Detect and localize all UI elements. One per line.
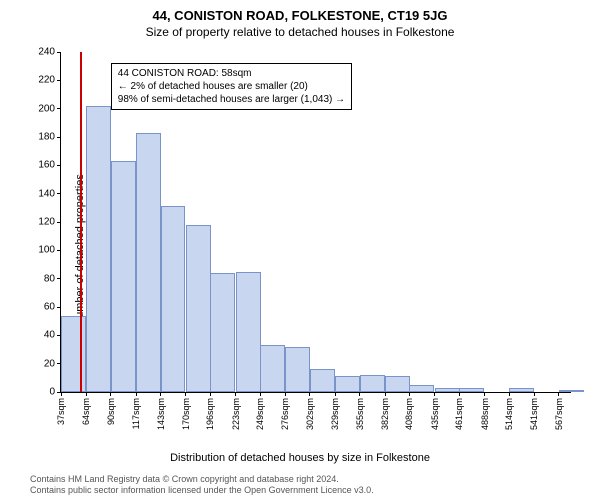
x-tick-mark — [459, 392, 460, 396]
y-tick-label: 200 — [38, 103, 55, 114]
histogram-bar — [86, 106, 111, 392]
x-tick-label: 488sqm — [480, 398, 490, 430]
x-tick-mark — [160, 392, 161, 396]
x-tick-mark — [534, 392, 535, 396]
x-tick-label: 64sqm — [81, 398, 91, 425]
y-tick-label: 80 — [44, 273, 55, 284]
histogram-bar — [136, 133, 161, 392]
x-tick-label: 567sqm — [554, 398, 564, 430]
x-tick-mark — [484, 392, 485, 396]
y-tick-label: 160 — [38, 160, 55, 171]
x-tick-label: 196sqm — [205, 398, 215, 430]
x-tick-label: 37sqm — [56, 398, 66, 425]
x-tick-mark — [136, 392, 137, 396]
page-title: 44, CONISTON ROAD, FOLKESTONE, CT19 5JG — [0, 0, 600, 23]
histogram-bar — [236, 272, 261, 392]
histogram-bar — [360, 375, 385, 392]
histogram-bar — [161, 206, 186, 392]
x-tick-label: 408sqm — [404, 398, 414, 430]
annotation-box: 44 CONISTON ROAD: 58sqm← 2% of detached … — [111, 63, 352, 110]
histogram-bar — [435, 388, 460, 392]
x-tick-mark — [210, 392, 211, 396]
x-tick-mark — [110, 392, 111, 396]
histogram-bar — [285, 347, 310, 392]
y-tick-label: 20 — [44, 358, 55, 369]
x-tick-mark — [260, 392, 261, 396]
x-tick-mark — [335, 392, 336, 396]
y-tick-mark — [57, 278, 61, 279]
x-tick-mark — [359, 392, 360, 396]
y-tick-mark — [57, 80, 61, 81]
histogram-bar — [111, 161, 136, 392]
y-tick-label: 0 — [49, 387, 55, 398]
y-tick-label: 240 — [38, 47, 55, 58]
x-tick-mark — [235, 392, 236, 396]
y-tick-mark — [57, 52, 61, 53]
x-tick-label: 143sqm — [156, 398, 166, 430]
histogram-bar — [186, 225, 211, 392]
x-tick-label: 276sqm — [280, 398, 290, 430]
y-tick-label: 60 — [44, 302, 55, 313]
histogram-plot: 02040608010012014016018020022024037sqm64… — [60, 52, 571, 393]
x-axis-label: Distribution of detached houses by size … — [0, 452, 600, 464]
x-tick-mark — [409, 392, 410, 396]
y-tick-mark — [57, 137, 61, 138]
property-marker-line — [80, 52, 82, 392]
y-tick-label: 140 — [38, 188, 55, 199]
annotation-line: 98% of semi-detached houses are larger (… — [118, 93, 345, 106]
histogram-bar — [61, 316, 86, 393]
x-tick-label: 514sqm — [504, 398, 514, 430]
y-tick-label: 180 — [38, 132, 55, 143]
histogram-bar — [310, 369, 335, 392]
x-tick-label: 249sqm — [255, 398, 265, 430]
x-tick-mark — [86, 392, 87, 396]
footer-line-2: Contains public sector information licen… — [30, 485, 590, 496]
y-tick-mark — [57, 222, 61, 223]
x-tick-label: 355sqm — [355, 398, 365, 430]
histogram-bar — [459, 388, 484, 392]
x-tick-mark — [509, 392, 510, 396]
y-tick-label: 120 — [38, 217, 55, 228]
x-tick-mark — [185, 392, 186, 396]
y-tick-mark — [57, 307, 61, 308]
histogram-bar — [385, 376, 410, 392]
y-tick-label: 220 — [38, 75, 55, 86]
x-tick-label: 117sqm — [131, 398, 141, 429]
annotation-line: 44 CONISTON ROAD: 58sqm — [118, 67, 345, 80]
x-tick-label: 90sqm — [106, 398, 116, 425]
page-subtitle: Size of property relative to detached ho… — [0, 23, 600, 39]
x-tick-mark — [558, 392, 559, 396]
x-tick-label: 461sqm — [454, 398, 464, 430]
histogram-bar — [210, 273, 235, 392]
y-tick-label: 100 — [38, 245, 55, 256]
x-tick-label: 302sqm — [305, 398, 315, 430]
histogram-bar — [409, 385, 434, 392]
x-tick-label: 435sqm — [430, 398, 440, 430]
footer-attribution: Contains HM Land Registry data © Crown c… — [30, 474, 590, 497]
x-tick-mark — [434, 392, 435, 396]
y-tick-mark — [57, 193, 61, 194]
x-tick-mark — [285, 392, 286, 396]
histogram-bar — [260, 345, 285, 392]
x-tick-label: 170sqm — [181, 398, 191, 430]
x-tick-label: 382sqm — [380, 398, 390, 430]
y-tick-mark — [57, 108, 61, 109]
footer-line-1: Contains HM Land Registry data © Crown c… — [30, 474, 590, 485]
x-tick-label: 541sqm — [529, 398, 539, 430]
histogram-bar — [509, 388, 534, 392]
x-tick-label: 329sqm — [330, 398, 340, 430]
y-tick-mark — [57, 165, 61, 166]
x-tick-mark — [385, 392, 386, 396]
histogram-bar — [335, 376, 360, 392]
x-tick-label: 223sqm — [231, 398, 241, 430]
histogram-bar — [559, 390, 584, 392]
x-tick-mark — [61, 392, 62, 396]
x-tick-mark — [309, 392, 310, 396]
y-tick-label: 40 — [44, 330, 55, 341]
annotation-line: ← 2% of detached houses are smaller (20) — [118, 80, 345, 93]
y-tick-mark — [57, 250, 61, 251]
